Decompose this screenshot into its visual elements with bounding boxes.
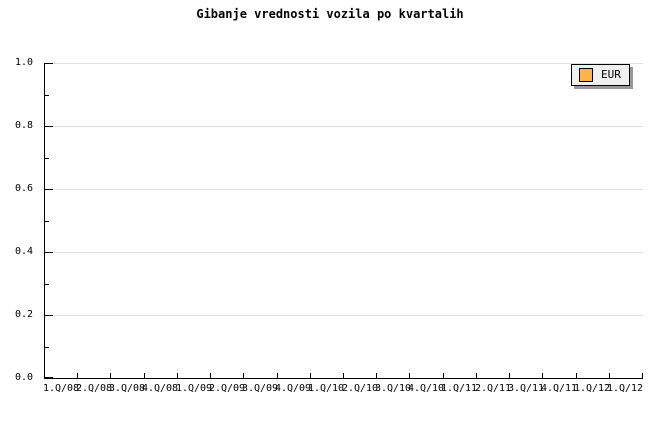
y-axis-minor-tick — [45, 284, 49, 285]
x-axis-tick-label: 2.Q/09 — [208, 383, 246, 394]
x-axis-tick — [443, 373, 444, 378]
x-axis-tick — [409, 373, 410, 378]
x-axis-tick-label: 1.Q/09 — [175, 383, 213, 394]
x-axis-tick — [343, 373, 344, 378]
y-axis-major-tick — [45, 252, 53, 253]
y-axis-major-tick — [45, 377, 53, 378]
x-axis-tick-label: 2.Q/11 — [474, 383, 512, 394]
x-axis-tick — [277, 373, 278, 378]
x-axis-tick-label: 3.Q/09 — [241, 383, 279, 394]
y-gridline — [45, 252, 643, 253]
x-axis-tick-label: 2.Q/10 — [341, 383, 379, 394]
y-gridline — [45, 63, 643, 64]
y-axis-tick-label: 0.0 — [14, 372, 33, 383]
y-axis-major-tick — [45, 315, 53, 316]
y-axis-tick-label: 0.2 — [14, 309, 33, 320]
y-gridline — [45, 126, 643, 127]
x-axis-tick — [542, 373, 543, 378]
x-axis-tick — [576, 373, 577, 378]
y-axis-major-tick — [45, 63, 53, 64]
x-axis-tick-label: 4.Q/10 — [407, 383, 445, 394]
y-axis-minor-tick — [45, 221, 49, 222]
x-axis-tick — [243, 373, 244, 378]
legend-series-label: EUR — [601, 68, 621, 81]
y-axis-minor-tick — [45, 347, 49, 348]
x-axis-tick-label: 3.Q/11 — [507, 383, 545, 394]
y-axis-minor-tick — [45, 158, 49, 159]
x-axis-tick-label: 4.Q/11 — [540, 383, 578, 394]
y-axis-tick-label: 0.6 — [14, 183, 33, 194]
x-axis-tick — [609, 373, 610, 378]
y-axis-tick-label: 0.4 — [14, 246, 33, 257]
x-axis-tick-label: 1.Q/12 — [606, 383, 644, 394]
x-axis-tick-label: 3.Q/08 — [108, 383, 146, 394]
y-gridline — [45, 189, 643, 190]
y-axis-tick-label: 1.0 — [14, 57, 33, 68]
chart-title: Gibanje vrednosti vozila po kvartalih — [196, 7, 464, 21]
x-axis-tick — [642, 373, 643, 378]
x-axis-tick — [210, 373, 211, 378]
x-axis-tick — [177, 373, 178, 378]
plot-area — [44, 63, 643, 379]
x-axis-tick — [376, 373, 377, 378]
x-axis-tick — [509, 373, 510, 378]
y-axis-major-tick — [45, 126, 53, 127]
legend-color-swatch-icon — [579, 68, 593, 82]
y-axis-minor-tick — [45, 95, 49, 96]
legend: EUR — [571, 64, 630, 86]
x-axis-tick — [476, 373, 477, 378]
x-axis-tick — [310, 373, 311, 378]
x-axis-tick — [77, 373, 78, 378]
x-axis-tick-label: 3.Q/10 — [374, 383, 412, 394]
x-axis-tick — [144, 373, 145, 378]
x-axis-tick-label: 1.Q/10 — [307, 383, 345, 394]
x-axis-tick — [110, 373, 111, 378]
x-axis-tick-label: 1.Q/11 — [440, 383, 478, 394]
y-axis-tick-label: 0.8 — [14, 120, 33, 131]
x-axis-tick-label: 1.Q/12 — [573, 383, 611, 394]
x-axis-tick-label: 1.Q/08 — [42, 383, 80, 394]
y-axis-major-tick — [45, 189, 53, 190]
x-axis-tick-label: 4.Q/08 — [141, 383, 179, 394]
x-axis-tick-label: 4.Q/09 — [274, 383, 312, 394]
y-gridline — [45, 315, 643, 316]
x-axis-tick-label: 2.Q/08 — [75, 383, 113, 394]
